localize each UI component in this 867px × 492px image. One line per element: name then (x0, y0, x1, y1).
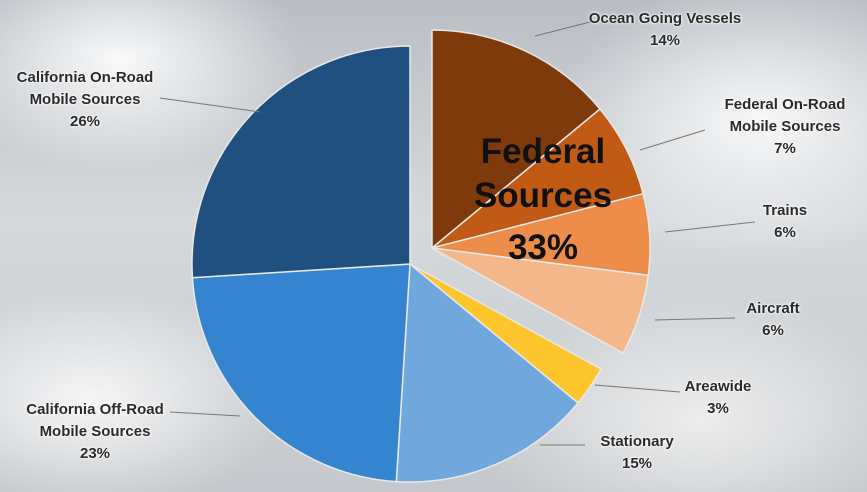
value-label: 14% (649, 32, 681, 49)
value-label: 23% (79, 445, 111, 462)
category-label: Trains (762, 202, 808, 219)
pie-slice (431, 29, 602, 250)
leader-line (159, 97, 261, 113)
slice-label: California Off-Road Mobile Sources 23% (8, 399, 183, 465)
pie-slice (191, 263, 411, 483)
category-label: California Off-Road Mobile Sources (26, 401, 164, 440)
slice-label: Trains 6% (710, 200, 860, 244)
leader-line (639, 129, 706, 151)
category-label: Aircraft (746, 300, 800, 317)
value-label: 26% (69, 113, 101, 130)
leader-line (534, 21, 591, 37)
category-label: Federal On-Road Mobile Sources (724, 96, 846, 135)
annotation-value: 33% (507, 228, 579, 267)
value-label: 6% (774, 224, 796, 241)
pie-slice (431, 247, 650, 355)
value-label: 7% (774, 140, 796, 157)
slice-label: Areawide 3% (658, 376, 778, 420)
leader-line (594, 384, 681, 393)
leader-line (654, 317, 736, 321)
category-label: California On-Road Mobile Sources (16, 69, 154, 108)
pie-slice (395, 262, 580, 483)
slice-label: Ocean Going Vessels 14% (565, 8, 765, 52)
value-label: 3% (707, 400, 729, 417)
slice-label: Aircraft 6% (698, 298, 848, 342)
leader-line (664, 221, 756, 233)
annotation: Federal Sources (473, 132, 613, 215)
category-label: Stationary (600, 433, 674, 450)
slice-label: California On-Road Mobile Sources 26% (0, 67, 173, 133)
pie-slice (191, 45, 411, 279)
slice-label: Stationary 15% (577, 431, 697, 475)
category-label: Ocean Going Vessels (588, 10, 742, 27)
category-label: Areawide (684, 378, 752, 395)
slice-label: Federal On-Road Mobile Sources 7% (703, 94, 867, 160)
value-label: 6% (762, 322, 784, 339)
leader-line (169, 411, 241, 417)
value-label: 15% (621, 455, 653, 472)
